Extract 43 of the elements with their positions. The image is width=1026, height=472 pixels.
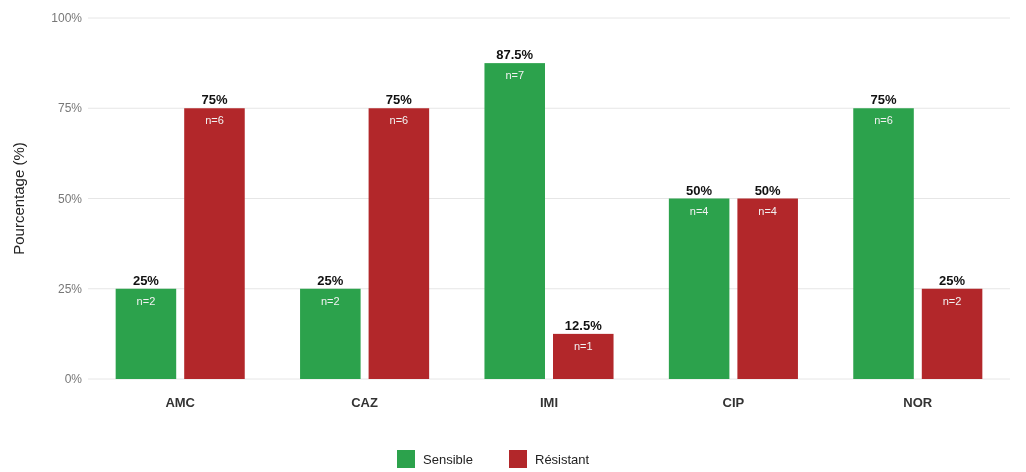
y-tick-label: 100% — [51, 11, 83, 26]
data-label: 87.5% — [496, 47, 534, 63]
bar — [737, 198, 798, 379]
annotation: n=1 — [573, 339, 593, 352]
data-label: 50% — [686, 182, 713, 198]
data-label: 25% — [317, 272, 344, 288]
y-tick-label: 50% — [57, 191, 83, 206]
legend-label: Résistant — [535, 451, 590, 467]
y-axis-title: Pourcentage (%) — [10, 142, 27, 255]
x-tick-label: IMI — [539, 395, 559, 410]
data-label: 25% — [132, 272, 160, 288]
x-tick-label: CAZ — [351, 395, 379, 410]
annotation: n=6 — [874, 114, 893, 127]
bar — [553, 333, 614, 379]
annotation: n=6 — [389, 114, 409, 127]
annotation: n=2 — [320, 294, 340, 307]
bar — [853, 108, 914, 379]
data-label: 75% — [385, 92, 413, 108]
annotation: n=4 — [758, 204, 778, 217]
x-tick-label: AMC — [165, 395, 196, 410]
bar — [484, 63, 545, 379]
annotation: n=2 — [942, 294, 962, 307]
bar — [300, 288, 361, 379]
data-label: 50% — [754, 182, 782, 198]
y-tick-label: 0% — [64, 372, 83, 387]
data-label: 25% — [939, 272, 966, 288]
y-tick-label: 75% — [57, 101, 83, 116]
bar — [368, 108, 430, 379]
annotation: n=6 — [205, 114, 224, 127]
x-tick-label: CIP — [722, 395, 745, 410]
bar — [921, 288, 983, 379]
annotation: n=7 — [505, 69, 525, 82]
data-label: 75% — [201, 92, 228, 108]
data-label: 12.5% — [564, 317, 603, 333]
bar — [184, 108, 245, 379]
y-tick-label: 25% — [57, 281, 83, 296]
bar — [115, 288, 177, 379]
bar — [668, 198, 730, 379]
data-label: 75% — [870, 92, 897, 108]
annotation: n=2 — [136, 294, 156, 307]
annotation: n=4 — [689, 204, 709, 217]
legend-label: Sensible — [423, 451, 473, 467]
x-tick-label: NOR — [903, 395, 933, 410]
